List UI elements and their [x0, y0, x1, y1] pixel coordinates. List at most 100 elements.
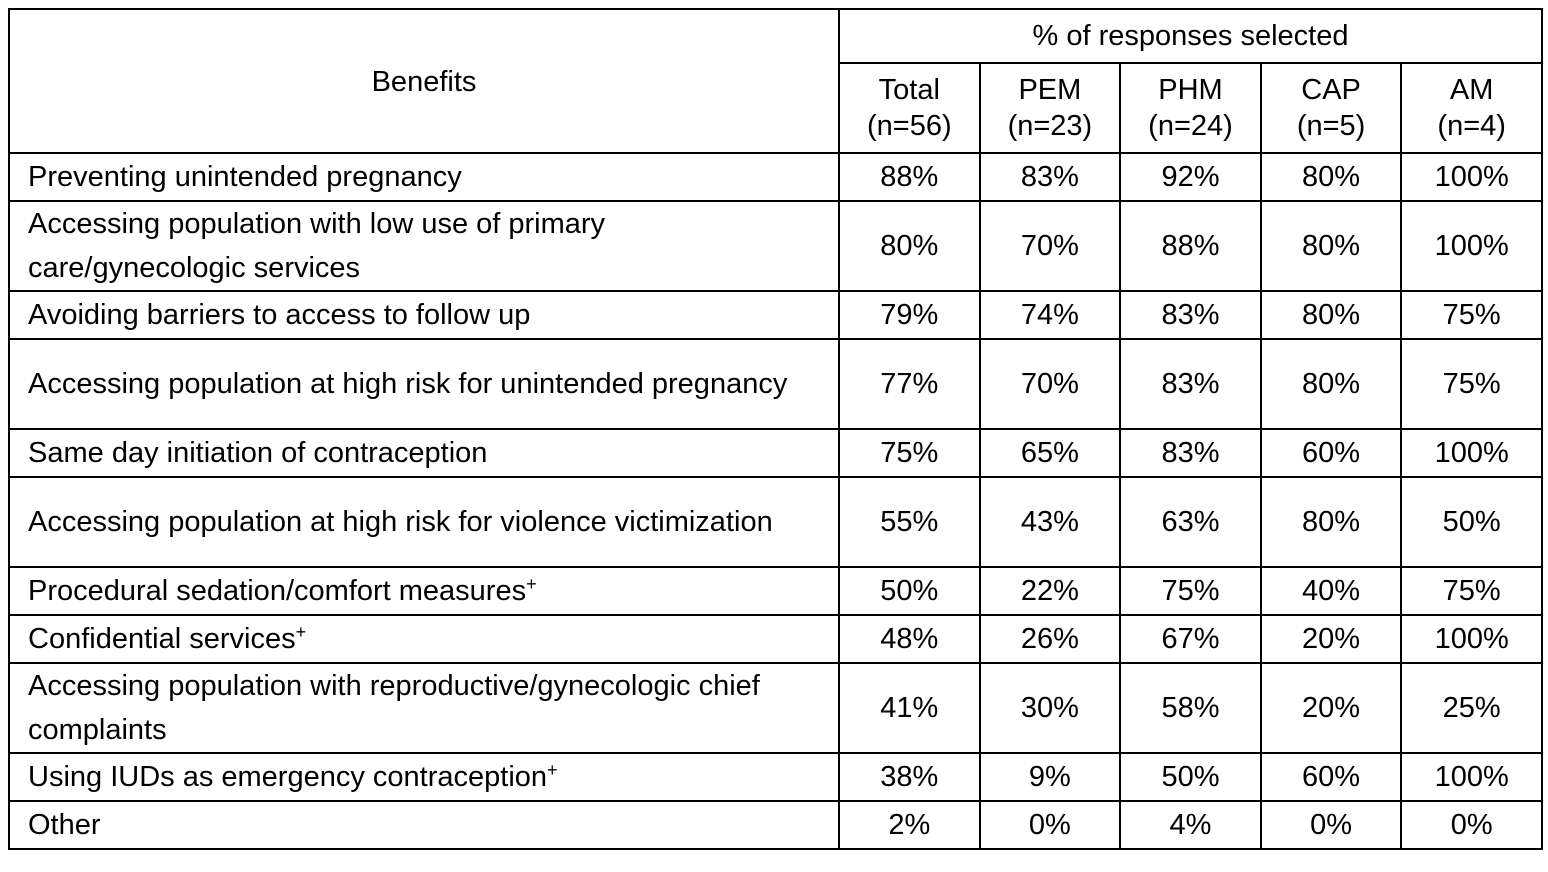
value-cell: 88%: [1119, 200, 1262, 292]
column-name: PHM: [1158, 74, 1223, 106]
value-cell: 80%: [1259, 152, 1403, 202]
value-cell: 25%: [1400, 662, 1543, 754]
value-cell: 22%: [978, 566, 1122, 616]
column-name: PEM: [1018, 74, 1082, 106]
value-cell: 80%: [1259, 338, 1403, 430]
value-cell: 83%: [1119, 290, 1262, 340]
column-header-phm: PHM (n=24): [1119, 62, 1262, 154]
benefit-cell: Accessing population at high risk for vi…: [8, 476, 840, 568]
value-cell: 63%: [1119, 476, 1262, 568]
value-cell: 75%: [1400, 290, 1543, 340]
value-cell: 100%: [1400, 752, 1543, 802]
benefit-cell: Using IUDs as emergency contraception+: [8, 752, 840, 802]
value-cell: 50%: [1119, 752, 1262, 802]
value-cell: 58%: [1119, 662, 1262, 754]
column-name: AM: [1449, 74, 1494, 106]
value-cell: 92%: [1119, 152, 1262, 202]
value-cell: 50%: [1400, 476, 1543, 568]
benefits-column-header: Benefits: [8, 8, 840, 154]
value-cell: 83%: [1119, 428, 1262, 478]
value-cell: 75%: [1400, 338, 1543, 430]
value-cell: 43%: [978, 476, 1122, 568]
column-name: Total: [878, 74, 940, 106]
table-row: Accessing population with reproductive/g…: [8, 662, 1543, 754]
value-cell: 100%: [1400, 152, 1543, 202]
column-n: (n=23): [1007, 110, 1093, 142]
benefit-label: Preventing unintended pregnancy: [28, 161, 462, 193]
benefit-cell: Same day initiation of contraception: [8, 428, 840, 478]
column-name: CAP: [1301, 74, 1361, 106]
benefit-cell: Confidential services+: [8, 614, 840, 664]
table-body: Preventing unintended pregnancy 88% 83% 92%…: [8, 152, 1543, 850]
value-cell: 9%: [978, 752, 1122, 802]
value-cell: 75%: [1400, 566, 1543, 616]
value-cell: 67%: [1119, 614, 1262, 664]
value-cell: 83%: [978, 152, 1122, 202]
column-n: (n=56): [866, 110, 952, 142]
value-cell: 55%: [838, 476, 981, 568]
benefit-cell: Preventing unintended pregnancy: [8, 152, 840, 202]
value-cell: 0%: [978, 800, 1122, 850]
benefit-cell: Accessing population at high risk for un…: [8, 338, 840, 430]
column-header-total: Total (n=56): [838, 62, 981, 154]
responses-group-header: % of responses selected: [838, 8, 1543, 64]
value-cell: 30%: [978, 662, 1122, 754]
value-cell: 74%: [978, 290, 1122, 340]
benefit-label: Avoiding barriers to access to follow up: [28, 299, 531, 331]
value-cell: 60%: [1259, 428, 1403, 478]
footnote-marker: +: [547, 760, 558, 780]
benefit-cell: Accessing population with low use of pri…: [8, 200, 840, 292]
benefit-cell: Procedural sedation/comfort measures+: [8, 566, 840, 616]
value-cell: 26%: [978, 614, 1122, 664]
value-cell: 100%: [1400, 428, 1543, 478]
value-cell: 75%: [1119, 566, 1262, 616]
benefit-cell: Avoiding barriers to access to follow up: [8, 290, 840, 340]
benefit-label: Other: [28, 809, 101, 841]
benefit-label: Using IUDs as emergency contraception: [28, 761, 548, 793]
value-cell: 80%: [1259, 476, 1403, 568]
value-cell: 50%: [838, 566, 981, 616]
value-cell: 20%: [1259, 614, 1403, 664]
value-cell: 80%: [1259, 290, 1403, 340]
benefit-label: Confidential services: [28, 623, 296, 655]
value-cell: 0%: [1259, 800, 1403, 850]
value-cell: 60%: [1259, 752, 1403, 802]
table-row: Using IUDs as emergency contraception+ 38…: [8, 752, 1543, 802]
value-cell: 88%: [838, 152, 981, 202]
table-row: Accessing population at high risk for vi…: [8, 476, 1543, 568]
table-row: Accessing population at high risk for un…: [8, 338, 1543, 430]
value-cell: 79%: [838, 290, 981, 340]
value-cell: 77%: [838, 338, 981, 430]
value-cell: 80%: [838, 200, 981, 292]
table-row: Accessing population with low use of pri…: [8, 200, 1543, 292]
benefit-label: Procedural sedation/comfort measures: [28, 575, 527, 607]
footnote-marker: +: [526, 574, 537, 594]
benefit-label: Accessing population with reproductive/g…: [28, 670, 760, 746]
value-cell: 38%: [838, 752, 981, 802]
value-cell: 2%: [838, 800, 981, 850]
benefit-label: Same day initiation of contraception: [28, 437, 488, 469]
benefit-cell: Accessing population with reproductive/g…: [8, 662, 840, 754]
value-cell: 48%: [838, 614, 981, 664]
table-row: Same day initiation of contraception 75% 6…: [8, 428, 1543, 478]
value-cell: 41%: [838, 662, 981, 754]
value-cell: 75%: [838, 428, 981, 478]
table-row: Preventing unintended pregnancy 88% 83% 92%…: [8, 152, 1543, 202]
value-cell: 40%: [1259, 566, 1403, 616]
value-cell: 65%: [978, 428, 1122, 478]
column-n: (n=4): [1437, 110, 1506, 142]
benefit-label: Accessing population with low use of pri…: [28, 208, 606, 284]
table-row: Procedural sedation/comfort measures+ 50%…: [8, 566, 1543, 616]
benefits-table: Benefits % of responses selected Total (…: [8, 8, 1543, 850]
column-header-am: AM (n=4): [1400, 62, 1543, 154]
value-cell: 80%: [1259, 200, 1403, 292]
value-cell: 0%: [1400, 800, 1543, 850]
column-n: (n=24): [1148, 110, 1233, 142]
value-cell: 83%: [1119, 338, 1262, 430]
benefit-label: Accessing population at high risk for vi…: [28, 506, 773, 538]
value-cell: 70%: [978, 200, 1122, 292]
benefit-label: Accessing population at high risk for un…: [28, 368, 788, 400]
table-row: Confidential services+ 48% 26% 67% 20% 100%: [8, 614, 1543, 664]
column-n: (n=5): [1296, 110, 1366, 142]
value-cell: 4%: [1119, 800, 1262, 850]
